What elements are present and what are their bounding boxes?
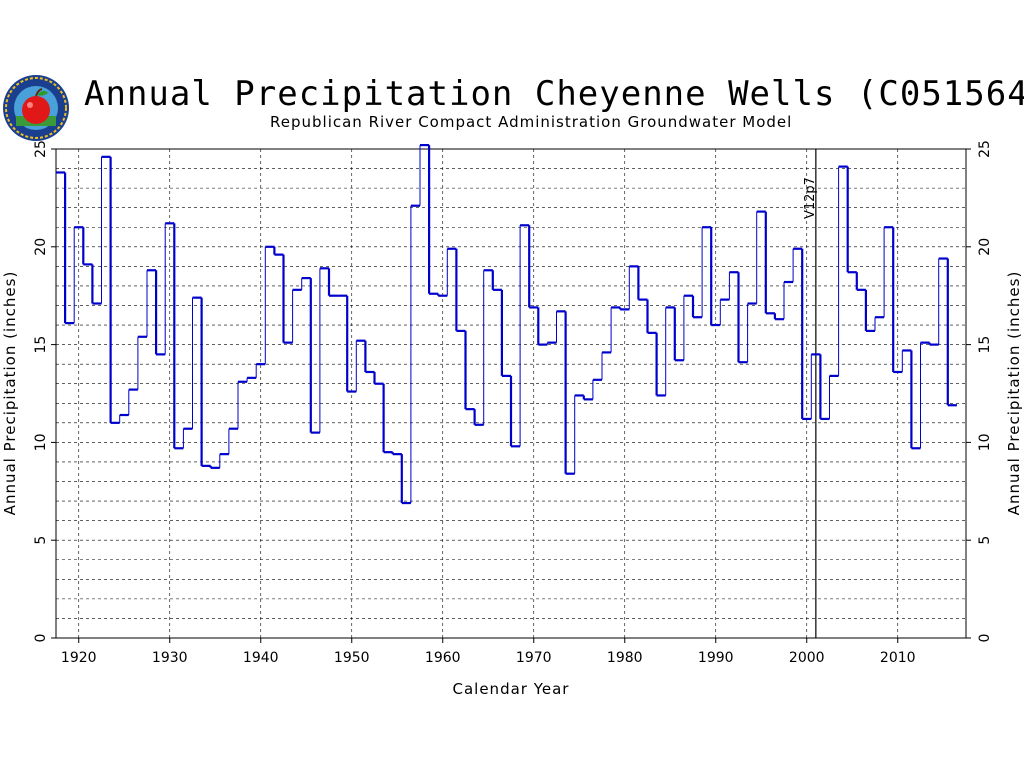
y-axis-label-right: Annual Precipitation (inches) bbox=[1005, 271, 1023, 516]
y-tick-label: 5 bbox=[33, 536, 49, 545]
y-tick-label: 15 bbox=[33, 336, 49, 354]
annotation-label: V12p7 bbox=[803, 177, 818, 219]
y-tick-label: 25 bbox=[33, 140, 49, 158]
y-tick-label: 10 bbox=[33, 433, 49, 451]
y-tick-label: 20 bbox=[977, 238, 993, 256]
y-tick-label: 10 bbox=[977, 433, 993, 451]
y-tick-label: 5 bbox=[977, 536, 993, 545]
chart-subtitle: Republican River Compact Administration … bbox=[270, 113, 793, 131]
y-tick-label: 15 bbox=[977, 336, 993, 354]
x-axis-label: Calendar Year bbox=[453, 680, 570, 698]
x-tick-label: 1920 bbox=[61, 650, 97, 666]
y-tick-label: 0 bbox=[33, 634, 49, 643]
x-tick-label: 1990 bbox=[698, 650, 734, 666]
series-group bbox=[56, 143, 957, 505]
y-tick-label: 25 bbox=[977, 140, 993, 158]
y-axis-left: 0 5 10 15 20 25 bbox=[33, 140, 56, 642]
plot-frame bbox=[55, 148, 967, 639]
y-tick-label: 0 bbox=[977, 634, 993, 643]
apple-seal-logo bbox=[3, 75, 69, 141]
x-tick-label: 1930 bbox=[152, 650, 188, 666]
x-tick-label: 1950 bbox=[334, 650, 370, 666]
y-axis-right: 0 5 10 15 20 25 bbox=[966, 140, 993, 642]
x-axis: 1920 1930 1940 1950 1960 1970 1980 1990 2000 2010 bbox=[61, 638, 916, 666]
chart-title: Annual Precipitation Cheyenne Wells (C05… bbox=[84, 74, 1024, 114]
x-tick-label: 2010 bbox=[880, 650, 916, 666]
x-tick-label: 1960 bbox=[425, 650, 461, 666]
x-tick-label: 1970 bbox=[516, 650, 552, 666]
y-tick-label: 20 bbox=[33, 238, 49, 256]
y-axis-label-left: Annual Precipitation (inches) bbox=[1, 271, 19, 516]
x-tick-label: 2000 bbox=[789, 650, 825, 666]
x-tick-label: 1940 bbox=[243, 650, 279, 666]
x-tick-label: 1980 bbox=[607, 650, 643, 666]
grid-lines bbox=[56, 149, 966, 638]
